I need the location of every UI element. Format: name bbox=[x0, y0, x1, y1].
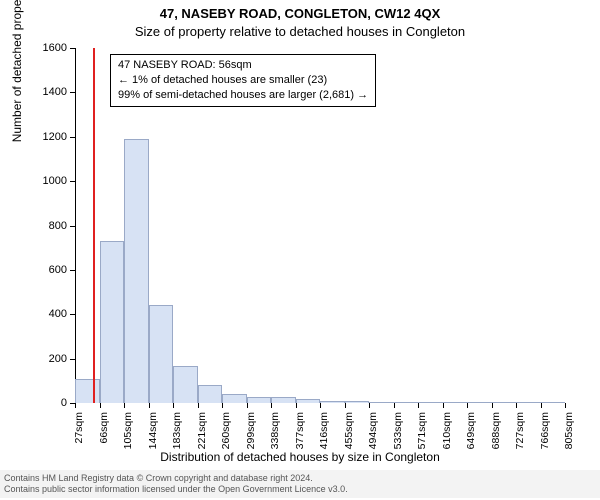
x-tick-label: 377sqm bbox=[294, 412, 306, 449]
histogram-bar bbox=[222, 394, 247, 403]
x-tick bbox=[467, 403, 468, 408]
y-tick bbox=[70, 48, 75, 49]
x-tick bbox=[516, 403, 517, 408]
annotation-line1: 47 NASEBY ROAD: 56sqm bbox=[118, 58, 368, 73]
x-tick-label: 610sqm bbox=[441, 412, 453, 449]
x-tick bbox=[565, 403, 566, 408]
y-tick bbox=[70, 270, 75, 271]
histogram-bar bbox=[247, 397, 272, 403]
histogram-bar bbox=[149, 305, 174, 403]
annotation-line2: ← 1% of detached houses are smaller (23) bbox=[118, 73, 368, 88]
x-tick-label: 494sqm bbox=[367, 412, 379, 449]
x-tick bbox=[443, 403, 444, 408]
x-tick bbox=[320, 403, 321, 408]
footer-line2: Contains public sector information licen… bbox=[4, 484, 596, 495]
histogram-bar bbox=[443, 402, 468, 403]
x-tick bbox=[247, 403, 248, 408]
x-tick-label: 27sqm bbox=[73, 412, 85, 444]
histogram-bar bbox=[320, 401, 345, 403]
x-tick-label: 805sqm bbox=[563, 412, 575, 449]
x-tick bbox=[149, 403, 150, 408]
footer-attribution: Contains HM Land Registry data © Crown c… bbox=[0, 470, 600, 499]
histogram-bar bbox=[271, 397, 296, 403]
x-tick bbox=[296, 403, 297, 408]
histogram-bar bbox=[173, 366, 198, 403]
x-tick bbox=[541, 403, 542, 408]
x-tick-label: 766sqm bbox=[539, 412, 551, 449]
histogram-bar bbox=[467, 402, 492, 403]
chart-title-line1: 47, NASEBY ROAD, CONGLETON, CW12 4QX bbox=[0, 6, 600, 21]
histogram-bar bbox=[296, 399, 321, 403]
annotation-box: 47 NASEBY ROAD: 56sqm← 1% of detached ho… bbox=[110, 54, 376, 107]
histogram-bar bbox=[345, 401, 370, 403]
histogram-bar bbox=[369, 402, 394, 403]
figure-container: 47, NASEBY ROAD, CONGLETON, CW12 4QX Siz… bbox=[0, 0, 600, 500]
x-tick bbox=[492, 403, 493, 408]
x-tick bbox=[124, 403, 125, 408]
histogram-bar bbox=[418, 402, 443, 403]
y-tick-label: 1600 bbox=[27, 42, 67, 54]
x-tick-label: 416sqm bbox=[318, 412, 330, 449]
histogram-bar bbox=[100, 241, 125, 403]
histogram-bar bbox=[516, 402, 541, 403]
x-tick bbox=[271, 403, 272, 408]
y-tick-label: 400 bbox=[27, 308, 67, 320]
x-tick bbox=[75, 403, 76, 408]
x-tick-label: 455sqm bbox=[343, 412, 355, 449]
x-tick bbox=[222, 403, 223, 408]
y-tick-label: 0 bbox=[27, 397, 67, 409]
x-tick bbox=[198, 403, 199, 408]
y-tick bbox=[70, 92, 75, 93]
chart-title-line2: Size of property relative to detached ho… bbox=[0, 24, 600, 39]
y-tick-label: 1400 bbox=[27, 86, 67, 98]
y-tick-label: 800 bbox=[27, 220, 67, 232]
y-tick bbox=[70, 314, 75, 315]
x-tick bbox=[394, 403, 395, 408]
x-tick-label: 571sqm bbox=[416, 412, 428, 449]
x-tick bbox=[345, 403, 346, 408]
y-tick bbox=[70, 226, 75, 227]
x-tick bbox=[418, 403, 419, 408]
x-tick bbox=[173, 403, 174, 408]
x-tick-label: 688sqm bbox=[490, 412, 502, 449]
histogram-bar bbox=[198, 385, 223, 403]
histogram-bar bbox=[394, 402, 419, 403]
plot-area: 0200400600800100012001400160027sqm66sqm1… bbox=[75, 48, 565, 403]
x-tick-label: 221sqm bbox=[196, 412, 208, 449]
x-tick-label: 533sqm bbox=[392, 412, 404, 449]
x-tick-label: 260sqm bbox=[220, 412, 232, 449]
y-axis-label: Number of detached properties bbox=[10, 0, 24, 142]
histogram-bar bbox=[492, 402, 517, 403]
x-axis-label: Distribution of detached houses by size … bbox=[0, 450, 600, 464]
x-tick-label: 105sqm bbox=[122, 412, 134, 449]
x-tick-label: 299sqm bbox=[245, 412, 257, 449]
annotation-line3: 99% of semi-detached houses are larger (… bbox=[118, 88, 368, 103]
y-tick bbox=[70, 181, 75, 182]
y-tick-label: 200 bbox=[27, 353, 67, 365]
x-tick bbox=[369, 403, 370, 408]
y-tick bbox=[70, 137, 75, 138]
property-marker-line bbox=[93, 48, 95, 403]
histogram-bar bbox=[124, 139, 149, 403]
histogram-bar bbox=[541, 402, 566, 403]
y-tick-label: 1200 bbox=[27, 131, 67, 143]
x-tick-label: 183sqm bbox=[171, 412, 183, 449]
y-tick bbox=[70, 359, 75, 360]
x-tick-label: 144sqm bbox=[147, 412, 159, 449]
y-tick-label: 600 bbox=[27, 264, 67, 276]
y-tick-label: 1000 bbox=[27, 175, 67, 187]
histogram-bar bbox=[75, 379, 100, 403]
x-tick bbox=[100, 403, 101, 408]
x-tick-label: 649sqm bbox=[465, 412, 477, 449]
footer-line1: Contains HM Land Registry data © Crown c… bbox=[4, 473, 596, 484]
x-tick-label: 727sqm bbox=[514, 412, 526, 449]
x-tick-label: 66sqm bbox=[98, 412, 110, 444]
x-tick-label: 338sqm bbox=[269, 412, 281, 449]
